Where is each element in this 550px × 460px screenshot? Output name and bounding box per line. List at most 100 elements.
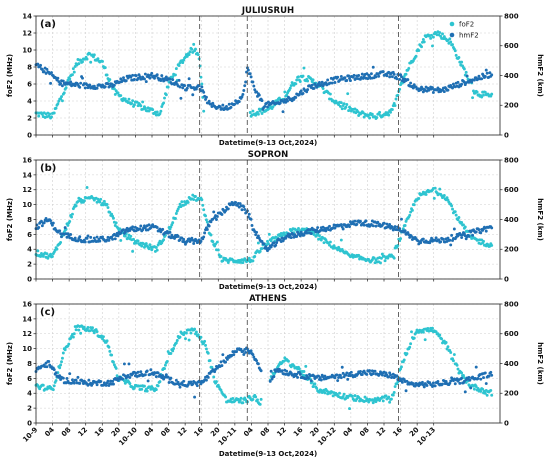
point-foF2 [387, 113, 391, 117]
point-hmF2 [146, 379, 150, 383]
point-hmF2 [73, 236, 77, 240]
point-hmF2 [193, 395, 197, 399]
point-hmF2 [95, 235, 99, 239]
point-foF2 [132, 386, 136, 390]
point-hmF2 [333, 226, 337, 230]
point-hmF2 [148, 76, 152, 80]
point-hmF2 [255, 230, 259, 234]
point-hmF2 [431, 86, 434, 90]
point-foF2 [224, 395, 228, 399]
y-tick-label: 2 [27, 405, 32, 413]
point-hmF2 [212, 210, 216, 214]
point-hmF2 [241, 92, 245, 96]
point-foF2 [216, 248, 220, 252]
point-foF2 [74, 328, 78, 332]
y2-tick-label: 400 [504, 360, 519, 368]
point-foF2 [154, 388, 158, 392]
point-hmF2 [336, 379, 340, 383]
panel-1: 0 2 4 6 8 10 12 14 0 200 400 600 800 foF2 (MHz) hmF2 (… [6, 6, 544, 147]
point-hmF2 [244, 80, 248, 84]
point-foF2 [132, 103, 136, 107]
point-hmF2 [225, 104, 228, 108]
point-hmF2 [434, 236, 438, 240]
point-hmF2 [395, 374, 399, 378]
point-hmF2 [421, 237, 425, 241]
point-foF2 [204, 347, 208, 351]
point-hmF2 [364, 219, 368, 223]
point-hmF2 [249, 349, 253, 353]
point-foF2 [107, 345, 111, 349]
point-hmF2 [257, 93, 261, 97]
point-hmF2 [448, 238, 452, 242]
point-foF2 [185, 54, 189, 58]
point-hmF2 [395, 77, 399, 81]
point-hmF2 [444, 379, 448, 383]
point-hmF2 [76, 239, 80, 243]
point-hmF2 [310, 83, 314, 87]
point-hmF2 [374, 224, 378, 228]
point-hmF2 [202, 235, 206, 239]
point-foF2 [105, 339, 109, 343]
point-hmF2 [316, 226, 320, 230]
series-foF2 [34, 186, 494, 265]
point-foF2 [174, 341, 178, 345]
point-hmF2 [301, 91, 305, 95]
point-hmF2 [359, 370, 362, 373]
point-hmF2 [225, 357, 229, 361]
point-foF2 [311, 385, 315, 389]
point-foF2 [322, 241, 326, 245]
point-hmF2 [159, 79, 163, 82]
x-tick-label: 16 [292, 426, 305, 439]
point-hmF2 [154, 375, 158, 379]
point-hmF2 [377, 74, 381, 78]
point-foF2 [339, 238, 343, 242]
point-hmF2 [230, 201, 234, 204]
point-hmF2 [259, 369, 263, 373]
point-foF2 [315, 386, 319, 390]
point-foF2 [271, 105, 275, 109]
point-foF2 [253, 255, 257, 258]
point-foF2 [430, 33, 434, 37]
point-hmF2 [365, 372, 369, 376]
y2-tick-label: 800 [504, 12, 519, 20]
point-foF2 [150, 248, 154, 252]
point-foF2 [210, 365, 214, 369]
point-foF2 [160, 105, 164, 109]
point-foF2 [59, 240, 63, 244]
point-foF2 [112, 216, 115, 220]
point-hmF2 [69, 80, 73, 84]
point-hmF2 [122, 76, 125, 80]
point-foF2 [282, 231, 286, 235]
point-hmF2 [122, 362, 126, 366]
point-hmF2 [226, 207, 230, 211]
point-foF2 [426, 327, 430, 330]
point-foF2 [445, 196, 449, 200]
x-tick-label: 12 [375, 426, 388, 439]
point-hmF2 [254, 233, 258, 237]
point-hmF2 [463, 390, 467, 394]
y-tick-label: 0 [27, 275, 32, 283]
point-foF2 [391, 393, 395, 397]
point-hmF2 [353, 219, 357, 223]
y2-axis-label: hmF2 (km) [536, 54, 544, 97]
point-hmF2 [480, 77, 484, 81]
point-foF2 [110, 353, 114, 357]
point-hmF2 [143, 77, 146, 81]
point-hmF2 [362, 223, 366, 227]
point-foF2 [204, 218, 208, 222]
point-hmF2 [99, 380, 103, 383]
point-foF2 [163, 367, 166, 371]
point-hmF2 [309, 379, 313, 383]
point-foF2 [241, 401, 245, 405]
point-foF2 [431, 326, 434, 330]
point-foF2 [85, 57, 89, 61]
point-foF2 [60, 99, 64, 103]
point-foF2 [101, 59, 104, 63]
point-foF2 [408, 345, 412, 349]
point-hmF2 [323, 374, 327, 378]
y2-tick-label: 200 [504, 102, 519, 110]
point-foF2 [347, 109, 351, 113]
point-foF2 [50, 115, 53, 119]
point-hmF2 [143, 226, 147, 230]
point-foF2 [102, 335, 105, 339]
